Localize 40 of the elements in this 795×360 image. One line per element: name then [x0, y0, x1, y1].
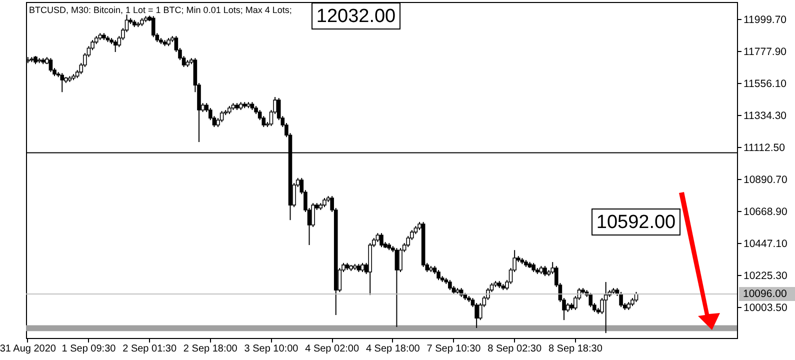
candlestick	[532, 262, 536, 273]
y-tick-label: 11112.50	[744, 142, 786, 154]
candlestick	[322, 198, 326, 208]
candlestick	[394, 248, 399, 328]
y-tick-label: 10003.50	[744, 302, 788, 314]
x-tick-label: 8 Sep 18:30	[548, 344, 603, 354]
x-tick-label: 3 Sep 10:00	[244, 344, 299, 354]
y-tick-label: 10225.30	[744, 270, 788, 282]
y-tick-label: 11334.30	[744, 110, 787, 122]
x-tick-label: 31 Aug 2020	[0, 344, 56, 354]
annotation: 12032.00	[316, 6, 396, 27]
candlestick	[113, 40, 118, 53]
x-tick-label: 1 Sep 09:30	[62, 344, 116, 354]
candlestick	[60, 72, 64, 93]
chart-title: BTCUSD, M30: Bitcoin, 1 Lot = 1 BTC; Min 0.01 Lots; Max 4 Lots;	[29, 5, 292, 15]
y-tick-label: 10447.10	[744, 238, 788, 250]
annotation: 10592.00	[596, 212, 676, 233]
candlestick	[360, 262, 364, 273]
candlestick	[604, 281, 608, 334]
candlestick	[588, 292, 593, 308]
y-tick-label: 11999.70	[744, 14, 787, 26]
candlestick	[151, 16, 156, 38]
y-tick-label: 10890.70	[744, 174, 788, 186]
x-tick-label: 8 Sep 02:30	[488, 344, 542, 354]
x-tick-label: 4 Sep 02:00	[305, 344, 360, 354]
candlestick	[448, 279, 452, 291]
x-tick-label: 2 Sep 18:00	[183, 344, 238, 354]
candlestick	[619, 291, 623, 308]
candlestick	[380, 232, 384, 248]
x-tick-label: 7 Sep 10:30	[426, 344, 482, 354]
ref-line-label: 10096.00	[743, 288, 787, 300]
candlestick	[220, 110, 224, 123]
candlestick	[436, 270, 440, 281]
candlestick	[48, 58, 53, 73]
y-tick-label: 11556.10	[744, 78, 787, 90]
candlestick	[543, 265, 547, 277]
y-tick-label: 11777.90	[744, 46, 787, 58]
x-tick-label: 2 Sep 01:30	[122, 344, 177, 354]
x-tick-label: 4 Sep 18:00	[366, 344, 420, 354]
y-tick-label: 10668.90	[744, 206, 788, 218]
